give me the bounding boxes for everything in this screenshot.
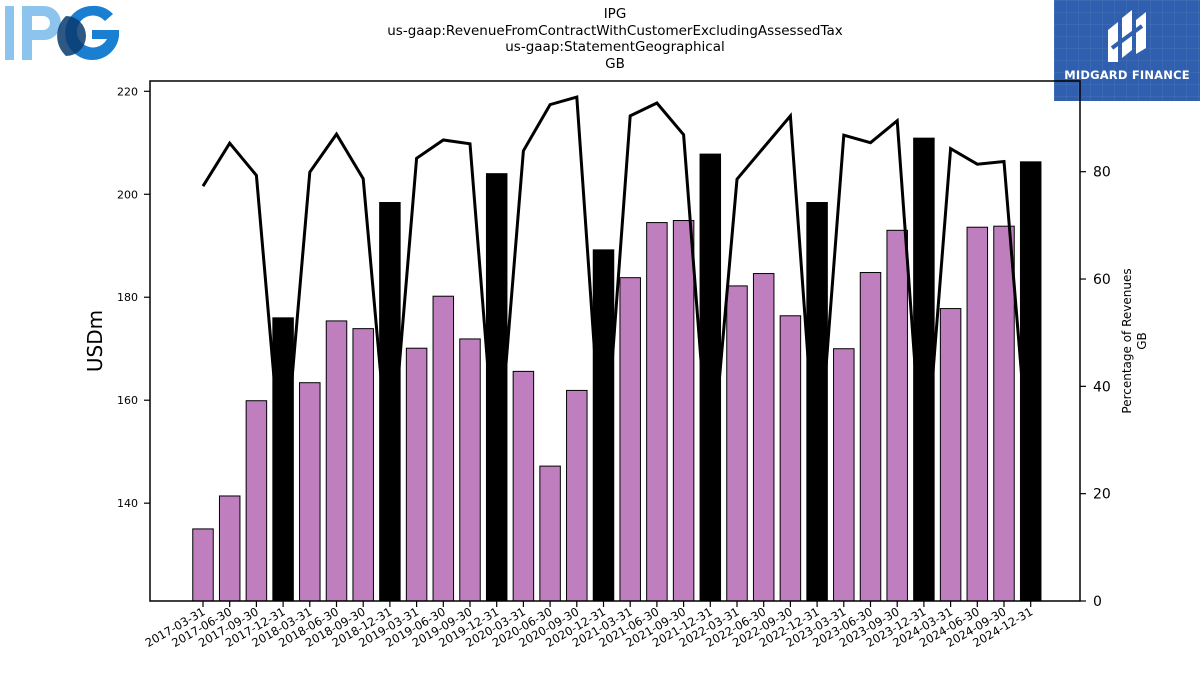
bar-2022-06-30	[752, 273, 775, 602]
bar-2020-12-31	[592, 249, 615, 602]
midgard-finance-logo: MIDGARD FINANCE	[1054, 0, 1200, 101]
y2-tick-label: 80	[1093, 165, 1111, 181]
bar-2024-06-30	[966, 226, 989, 602]
bar-2019-06-30	[432, 295, 455, 602]
ipg-logo-i	[5, 6, 14, 60]
bar-2018-09-30	[352, 328, 374, 602]
bar-series	[192, 137, 1042, 602]
chart-title-block: IPG us-gaap:RevenueFromContractWithCusto…	[300, 6, 930, 72]
y2-tick-label: 40	[1093, 379, 1111, 395]
midgard-logo-text: MIDGARD FINANCE	[1064, 68, 1190, 82]
bar-2019-09-30	[459, 338, 481, 602]
y2-tick-label: 60	[1093, 272, 1111, 288]
y2-tick-label: 0	[1093, 594, 1102, 610]
x-axis: 2017-03-312017-06-302017-09-302017-12-31…	[143, 601, 1035, 650]
plot-frame	[149, 80, 1081, 602]
y-tick-label: 140	[117, 497, 138, 510]
bar-2018-03-31	[299, 382, 321, 602]
ipg-logo	[5, 5, 119, 60]
bar-2020-09-30	[566, 389, 588, 602]
chart-title-line-3: us-gaap:StatementGeographical	[505, 39, 725, 55]
bar-2017-03-31	[192, 528, 214, 602]
bar-2024-03-31	[939, 308, 962, 602]
bar-2021-09-30	[672, 220, 695, 602]
bar-2023-09-30	[886, 229, 908, 602]
right-axis: 0 20 40 60 80	[1080, 165, 1111, 610]
y-tick-label: 200	[117, 188, 138, 201]
chart-title-line-2: us-gaap:RevenueFromContractWithCustomerE…	[387, 22, 843, 39]
bar-2018-06-30	[325, 320, 348, 602]
chart-title-line-1: IPG	[603, 6, 627, 22]
y2-axis-label-line-2: GB	[1135, 332, 1149, 350]
bar-2022-03-31	[726, 285, 748, 602]
y-tick-label: 220	[117, 85, 138, 98]
bar-2019-03-31	[405, 347, 428, 602]
bar-2017-09-30	[245, 400, 268, 602]
y-tick-label: 180	[117, 291, 138, 304]
bar-2024-09-30	[993, 225, 1015, 602]
bar-2020-06-30	[539, 465, 561, 602]
y2-tick-label: 20	[1093, 487, 1111, 503]
bar-2022-09-30	[779, 315, 802, 602]
ipg-logo-overlap	[57, 16, 86, 56]
bar-2023-03-31	[833, 348, 855, 602]
percentage-line	[201, 95, 1033, 488]
midgard-mark-icon	[1108, 10, 1146, 62]
bar-2023-06-30	[859, 272, 882, 602]
bar-2021-03-31	[619, 277, 641, 602]
y-tick-label: 160	[117, 394, 138, 407]
y-axis-label: USDm	[83, 310, 107, 372]
bar-2017-06-30	[218, 495, 241, 602]
line-series	[201, 95, 1033, 488]
bar-2020-03-31	[512, 370, 535, 602]
left-axis: 140 160 180 200 220	[117, 85, 150, 510]
bar-2017-12-31	[272, 317, 294, 602]
chart-title-line-4: GB	[605, 55, 625, 72]
ipg-logo-p	[22, 6, 61, 60]
y2-axis-label-line-1: Percentage of Revenues	[1120, 268, 1134, 413]
bar-2021-06-30	[646, 222, 668, 602]
